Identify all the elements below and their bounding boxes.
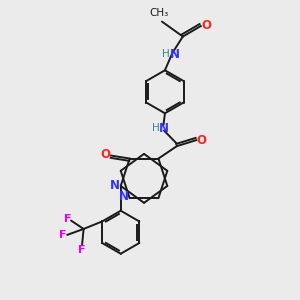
Text: N: N (170, 48, 180, 61)
Text: F: F (64, 214, 71, 224)
Text: N: N (158, 122, 168, 135)
Text: F: F (59, 230, 67, 240)
Text: N: N (110, 179, 120, 192)
Text: O: O (201, 19, 211, 32)
Text: CH₃: CH₃ (149, 8, 169, 18)
Text: H: H (162, 50, 170, 59)
Text: F: F (78, 245, 86, 255)
Text: N: N (119, 190, 129, 203)
Text: H: H (152, 123, 160, 133)
Text: O: O (197, 134, 207, 147)
Text: O: O (100, 148, 110, 161)
